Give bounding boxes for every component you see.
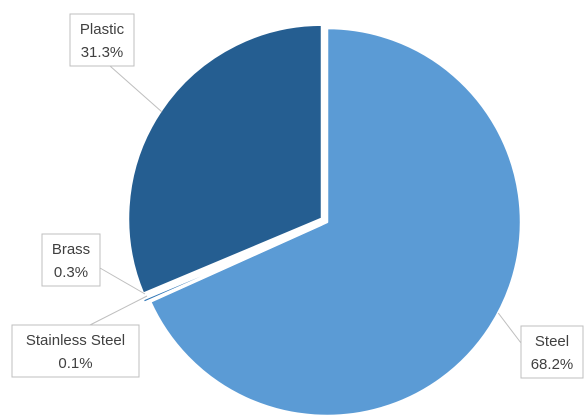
pie-slice-plastic <box>126 23 324 296</box>
data-label-category-brass: Brass <box>52 241 90 258</box>
data-label-brass: Brass 0.3% <box>41 233 101 287</box>
pie-slice-brass <box>141 223 323 305</box>
data-label-category-plastic: Plastic <box>80 21 125 38</box>
data-label-value-stainless-steel: 0.1% <box>58 355 92 372</box>
data-label-stainless-steel: Stainless Steel 0.1% <box>11 324 140 378</box>
data-label-value-brass: 0.3% <box>54 264 88 281</box>
data-label-value-steel: 68.2% <box>531 356 574 373</box>
callout-box-steel <box>520 325 584 379</box>
callout-box-brass <box>41 233 101 287</box>
leader-line-brass <box>99 267 146 295</box>
callout-box-stainless-steel <box>11 324 140 378</box>
pie-slices <box>126 23 523 418</box>
pie-slice-steel <box>148 26 523 418</box>
leader-line-stainless-steel <box>89 295 148 326</box>
data-label-plastic: Plastic 31.3% <box>69 13 135 67</box>
data-label-category-steel: Steel <box>535 333 569 350</box>
leader-lines <box>89 65 522 344</box>
data-label-steel: Steel 68.2% <box>520 325 584 379</box>
data-label-value-plastic: 31.3% <box>81 44 124 61</box>
data-label-callouts: Steel 68.2% Stainless Steel 0.1% Brass 0.3% Pl… <box>11 13 584 379</box>
leader-line-steel <box>497 312 522 344</box>
data-label-category-stainless-steel: Stainless Steel <box>26 332 125 349</box>
leader-line-plastic <box>109 65 163 113</box>
callout-box-plastic <box>69 13 135 67</box>
